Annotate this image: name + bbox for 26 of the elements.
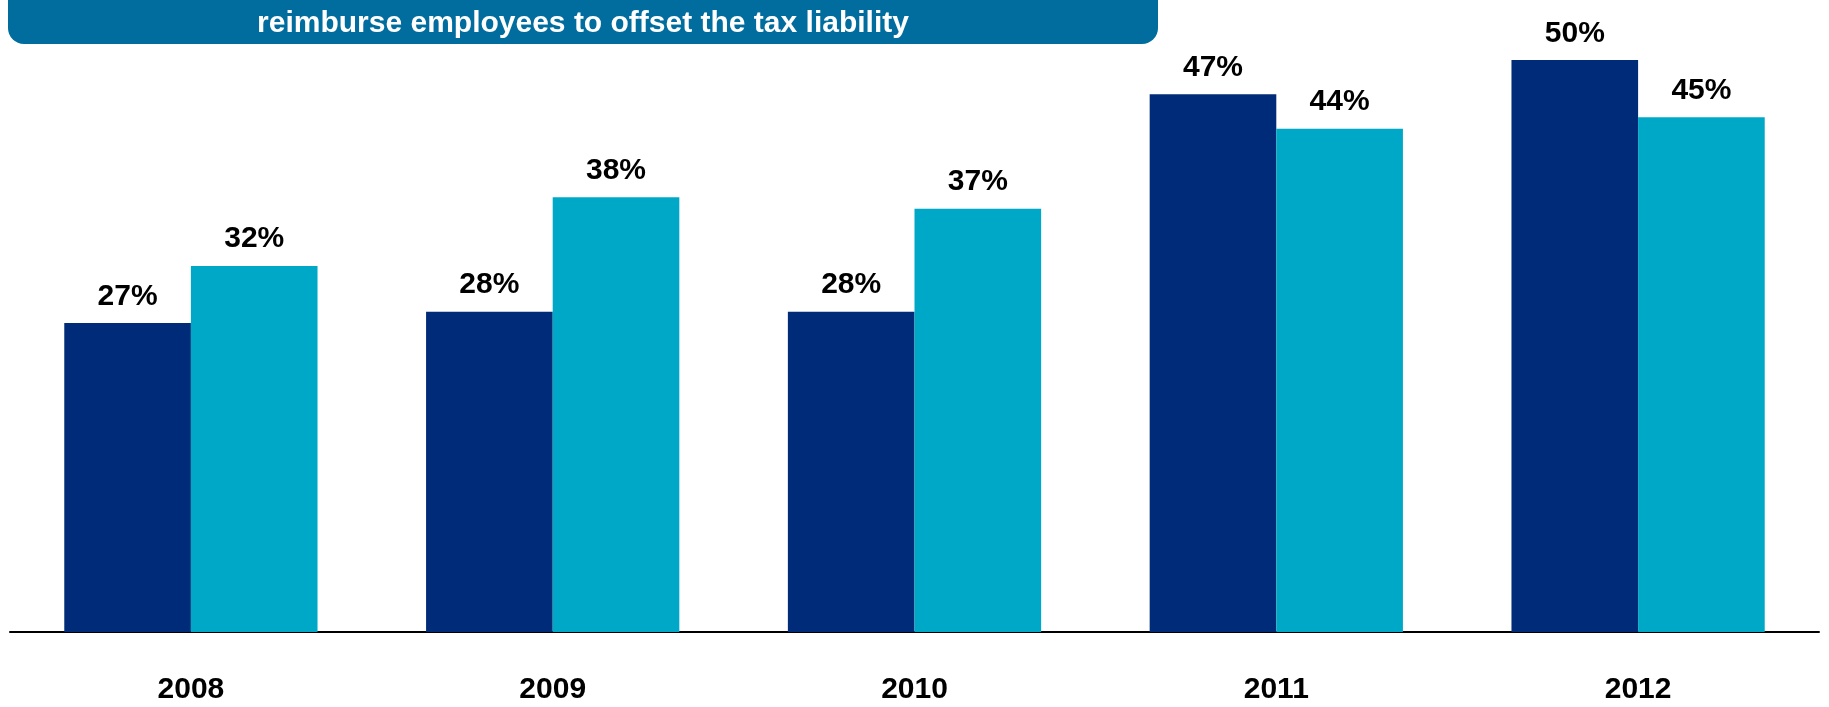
x-tick-label: 2008	[157, 670, 225, 704]
chart-title: reimburse employees to offset the tax liability	[8, 0, 1158, 44]
bar	[426, 311, 553, 632]
bar	[64, 323, 191, 632]
data-label: 38%	[585, 151, 647, 185]
data-label: 45%	[1671, 71, 1732, 105]
bar	[1511, 60, 1639, 632]
x-tick-label: 2009	[519, 670, 587, 704]
bar	[552, 197, 680, 632]
x-tick-label: 2012	[1604, 670, 1672, 704]
bar	[914, 208, 1042, 632]
bar	[1149, 94, 1277, 632]
data-label: 37%	[947, 163, 1008, 197]
x-tick-label: 2011	[1243, 670, 1309, 704]
bar	[787, 311, 915, 632]
bar	[1276, 128, 1403, 632]
x-tick-label: 2010	[881, 670, 948, 704]
data-label: 27%	[97, 277, 158, 311]
data-label: 44%	[1309, 83, 1370, 117]
bar	[1638, 117, 1765, 632]
data-label: 47%	[1182, 48, 1244, 82]
data-label: 32%	[224, 220, 285, 254]
data-label: 28%	[821, 266, 882, 300]
data-label: 50%	[1544, 14, 1605, 48]
data-label: 28%	[459, 266, 520, 300]
bar	[190, 265, 318, 632]
